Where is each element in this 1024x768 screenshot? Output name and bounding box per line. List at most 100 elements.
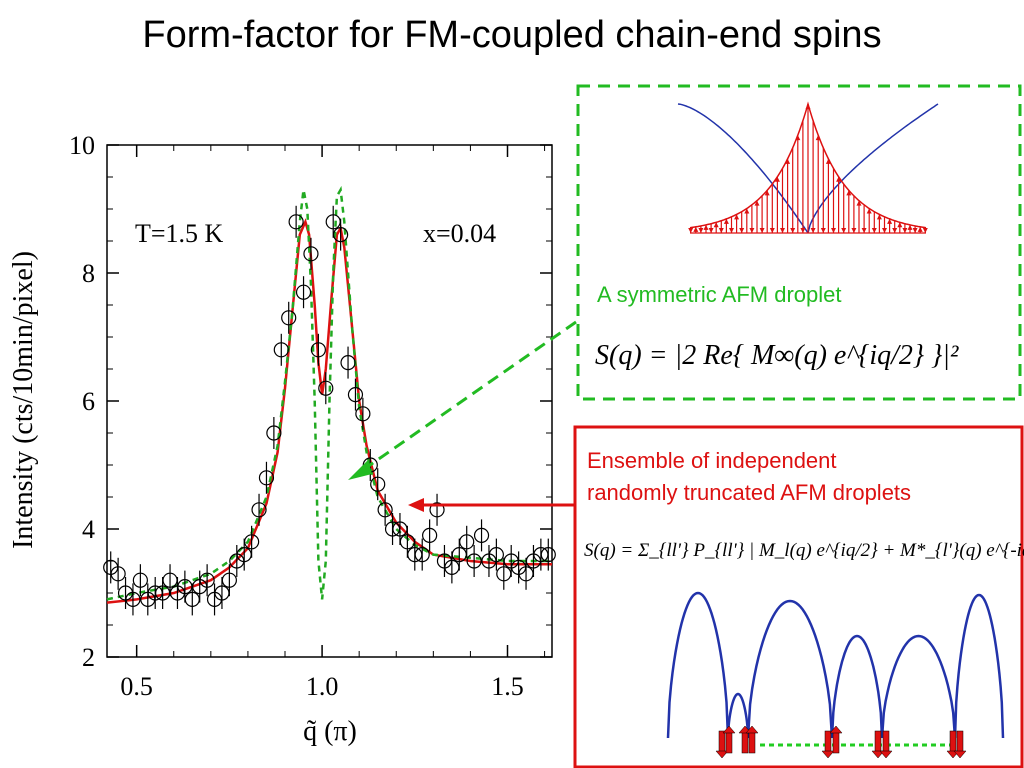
data-point	[251, 493, 267, 526]
afm-spin-arrowhead	[739, 228, 745, 233]
data-point	[244, 525, 260, 558]
afm-spin-arrowhead	[820, 228, 826, 233]
afm-spin-arrowhead	[759, 228, 765, 233]
droplet-arch	[830, 634, 884, 739]
data-point	[318, 372, 334, 405]
afm-spin-arrowhead	[790, 228, 796, 233]
data-point	[266, 417, 282, 449]
data-point	[540, 538, 556, 571]
x-tick-label: 1.5	[491, 672, 524, 701]
data-point	[370, 468, 386, 501]
afm-spin-arrowhead	[713, 222, 719, 228]
data-point	[273, 333, 289, 366]
y-tick-label: 8	[82, 259, 95, 288]
afm-spin-arrowhead	[876, 214, 882, 220]
afm-panel-label: A symmetric AFM droplet	[597, 282, 842, 307]
axis-tick-labels: 0.5 1.0 1.5 2 4 6 8 10	[69, 131, 524, 701]
afm-spin-arrowhead	[861, 228, 867, 233]
afm-spin-arrowhead	[698, 228, 704, 233]
afm-spin-arrowhead	[897, 222, 903, 228]
data-point	[221, 564, 237, 597]
data-point	[110, 557, 126, 590]
temperature-annotation: T=1.5 K	[135, 219, 224, 248]
ensemble-droplets-diagram	[666, 591, 1005, 759]
afm-spin-arrowhead	[764, 190, 770, 196]
data-point	[258, 461, 275, 494]
data-point	[310, 333, 326, 366]
afm-spin-arrowhead	[744, 208, 750, 214]
afm-spin-arrowhead	[846, 190, 852, 196]
afm-spin-arrowhead	[708, 228, 714, 233]
data-point	[288, 205, 304, 238]
afm-spin-arrowhead	[774, 176, 780, 182]
slide-title: Form-factor for FM-coupled chain-end spi…	[142, 14, 882, 56]
spin-arrow	[715, 730, 729, 759]
afm-formula: S(q) = |2 Re{ M∞(q) e^{iq/2} }|²	[595, 340, 959, 371]
afm-spin-arrowhead	[917, 226, 923, 232]
data-point	[414, 538, 430, 571]
x-tick-label: 0.5	[120, 672, 153, 701]
data-point	[281, 301, 297, 334]
droplet-arch	[726, 692, 750, 739]
afm-spin-arrowhead	[825, 158, 831, 164]
data-point	[488, 538, 504, 571]
ensemble-panel-border	[573, 425, 1024, 768]
afm-spin-arrowhead	[754, 200, 760, 206]
afm-spin-arrowhead	[785, 158, 791, 164]
afm-spin-arrowhead	[887, 218, 893, 224]
data-point	[303, 237, 319, 270]
afm-spin-arrowhead	[734, 214, 740, 220]
droplet-arch	[953, 593, 1005, 739]
afm-spin-arrowhead	[693, 226, 699, 232]
afm-spin-arrowhead	[882, 228, 887, 233]
afm-spin-arrowhead	[836, 176, 842, 182]
data-point	[125, 583, 141, 616]
x-axis-label: q̃ (π)	[303, 716, 357, 747]
afm-spin-arrowhead	[795, 135, 801, 141]
afm-spin-arrowhead	[912, 228, 918, 233]
afm-spin-arrowhead	[815, 135, 821, 141]
afm-spin-arrowhead	[723, 218, 729, 224]
afm-spin-arrowhead	[718, 228, 724, 233]
afm-spin-arrowhead	[800, 228, 806, 233]
data-point	[199, 564, 215, 597]
intensity-chart: 0.5 1.0 1.5 2 4 6 8 10 T=1.5 K x=0.04 q̃ (π) In…	[8, 131, 556, 747]
y-tick-label: 4	[82, 515, 95, 544]
afm-spin-arrowhead	[871, 228, 877, 233]
spin-arrow	[871, 730, 885, 759]
afm-spin-arrowhead	[703, 224, 709, 230]
afm-spin-arrowhead	[902, 228, 908, 233]
afm-spin-arrowhead	[780, 228, 785, 233]
data-point	[377, 493, 393, 526]
afm-spin-arrowhead	[922, 228, 928, 233]
data-point	[340, 346, 356, 379]
afm-blue-curve-right	[807, 103, 939, 234]
afm-pointer-arrow	[348, 320, 577, 480]
afm-droplet-diagram	[677, 101, 939, 234]
y-tick-label: 2	[82, 643, 95, 672]
ensemble-label-line2: randomly truncated AFM droplets	[587, 480, 911, 505]
afm-spin-arrowhead	[805, 104, 811, 109]
spin-arrow	[821, 730, 835, 759]
data-point	[355, 397, 371, 430]
data-point	[333, 218, 349, 251]
data-point	[347, 378, 364, 411]
afm-spin-arrowhead	[810, 228, 816, 233]
spin-arrow	[879, 730, 893, 759]
data-point	[295, 276, 312, 309]
afm-spin-arrowhead	[856, 200, 862, 206]
axis-ticks	[107, 144, 552, 658]
data-point	[429, 493, 445, 526]
data-point	[459, 525, 475, 558]
y-axis-label: Intensity (cts/10min/pixel)	[8, 251, 39, 549]
afm-spin-arrowhead	[892, 228, 898, 233]
afm-blue-curve-left	[677, 103, 809, 234]
spin-arrow	[953, 730, 967, 759]
afm-spin-arrowhead	[749, 228, 755, 233]
afm-spin-arrowhead	[841, 228, 847, 233]
ensemble-pointer-arrow	[408, 498, 575, 512]
data-point	[473, 519, 490, 552]
afm-spin-arrowhead	[769, 228, 775, 233]
afm-spin-arrowhead	[851, 228, 857, 233]
spin-arrow	[829, 725, 843, 754]
